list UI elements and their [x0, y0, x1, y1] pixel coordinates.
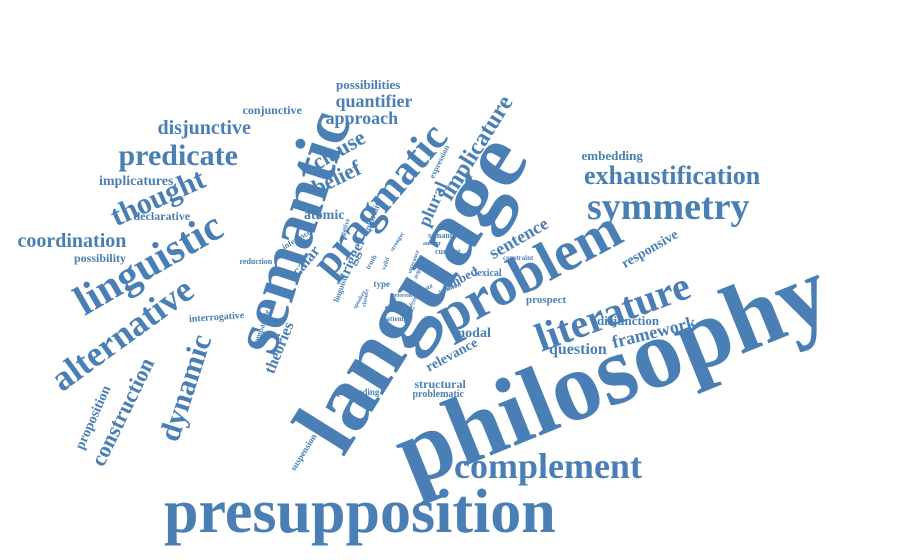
- word-modal: modal: [453, 326, 491, 341]
- word-semant: semant: [428, 231, 453, 240]
- word-possibilities: possibilities: [336, 76, 401, 92]
- word-predicate: predicate: [118, 139, 238, 172]
- word-structural: structural: [414, 377, 466, 391]
- word-prospect: prospect: [526, 293, 567, 306]
- word-reduction: reduction: [239, 257, 273, 266]
- word-declarative: declarative: [133, 209, 191, 223]
- word-approach: approach: [325, 108, 399, 128]
- word-constraint: constraint: [503, 253, 534, 262]
- word-embedding: embedding: [581, 147, 643, 163]
- word-implicatures: implicatures: [99, 174, 174, 189]
- word-type: type: [373, 278, 391, 289]
- word-possibility: possibility: [74, 251, 127, 265]
- word-atomic: atomic: [304, 208, 345, 223]
- word-answer: answer: [423, 241, 442, 247]
- word-complement: complement: [454, 446, 642, 486]
- word-current: current: [435, 247, 461, 256]
- word-proceeding: proceeding: [337, 386, 380, 397]
- word-attempt: attempt: [386, 314, 410, 323]
- word-presupposition: presupposition: [164, 478, 556, 546]
- word-question: question: [549, 341, 607, 358]
- word-symmetry: symmetry: [587, 186, 750, 228]
- word-suspension: suspension: [288, 431, 319, 472]
- word-reference: reference: [392, 293, 416, 299]
- word-dynamic: dynamic: [152, 330, 219, 446]
- word-problematic: problematic: [412, 389, 464, 400]
- word-quantifier: quantifier: [335, 91, 413, 111]
- word-disjunctive: disjunctive: [157, 117, 251, 139]
- word-theory: theory: [384, 302, 416, 315]
- word-conjunctive: conjunctive: [242, 103, 302, 117]
- word-disjunction: disjunction: [597, 312, 660, 328]
- word-coordination: coordination: [17, 230, 127, 252]
- word-lexical: lexical: [474, 268, 502, 279]
- word-exhaustification: exhaustification: [584, 161, 761, 190]
